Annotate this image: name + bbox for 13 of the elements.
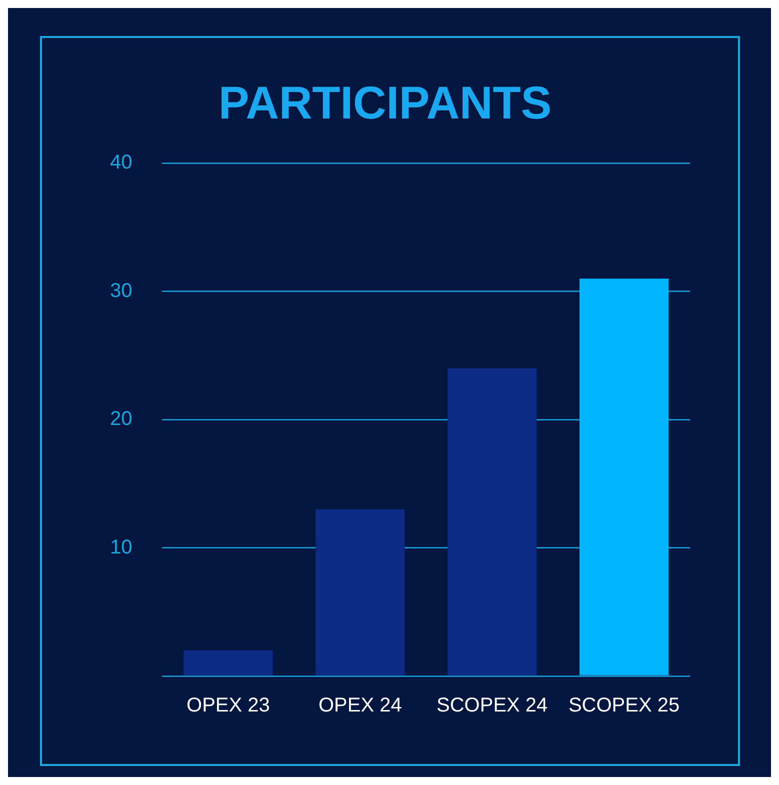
bar — [580, 278, 669, 676]
y-tick-label: 10 — [110, 536, 132, 558]
x-tick-label: OPEX 23 — [186, 694, 270, 717]
y-tick-label: 40 — [110, 152, 132, 174]
x-tick-label: OPEX 24 — [318, 694, 402, 717]
x-tick-label: SCOPEX 25 — [568, 694, 680, 717]
chart-title: PARTICIPANTS — [218, 76, 552, 128]
y-tick-label: 20 — [110, 408, 132, 430]
y-tick-label: 30 — [110, 280, 132, 302]
bar — [448, 368, 537, 676]
bar — [316, 509, 405, 676]
x-tick-label: SCOPEX 24 — [436, 694, 548, 717]
bar — [184, 650, 273, 676]
